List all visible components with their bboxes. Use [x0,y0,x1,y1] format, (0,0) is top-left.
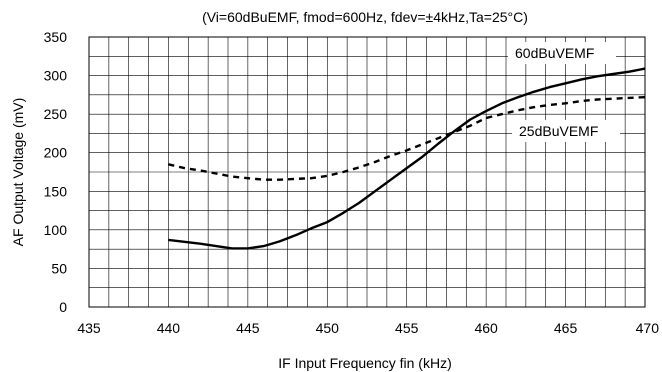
x-axis-ticks: 435 440 445 450 455 460 465 470 [77,320,659,336]
y-tick-label: 150 [44,183,68,199]
y-tick-label: 50 [51,260,67,276]
series-line-25dbuvemf [168,96,646,181]
series-line-60dbuvemf [168,67,646,250]
y-axis-ticks: 0 50 100 150 200 250 300 350 [44,29,68,315]
x-tick-label: 455 [395,320,419,336]
y-tick-label: 0 [59,299,67,315]
grid [88,36,646,308]
series-label-25-bg [512,120,620,142]
y-tick-label: 250 [44,106,68,122]
series-lines [168,67,646,250]
series-label-25dbuvemf: 25dBuVEMF [519,123,598,139]
plot-frame [88,36,646,308]
x-tick-label: 450 [316,320,340,336]
x-tick-label: 465 [554,320,578,336]
chart-title: (Vi=60dBuEMF, fmod=600Hz, fdev=±4kHz,Ta=… [202,9,528,25]
x-axis-label: IF Input Frequency fin (kHz) [278,355,452,371]
x-tick-label: 445 [236,320,260,336]
y-tick-label: 300 [44,68,68,84]
x-tick-label: 435 [77,320,101,336]
x-tick-label: 470 [636,320,660,336]
y-tick-label: 100 [44,222,68,238]
y-tick-label: 200 [44,145,68,161]
x-tick-label: 460 [474,320,498,336]
x-tick-label: 440 [157,320,181,336]
series-label-60dbuvemf: 60dBuVEMF [515,45,594,61]
series-label-60-bg [508,42,616,64]
y-tick-label: 350 [44,29,68,45]
y-axis-label: AF Output Voltage (mV) [10,98,26,247]
